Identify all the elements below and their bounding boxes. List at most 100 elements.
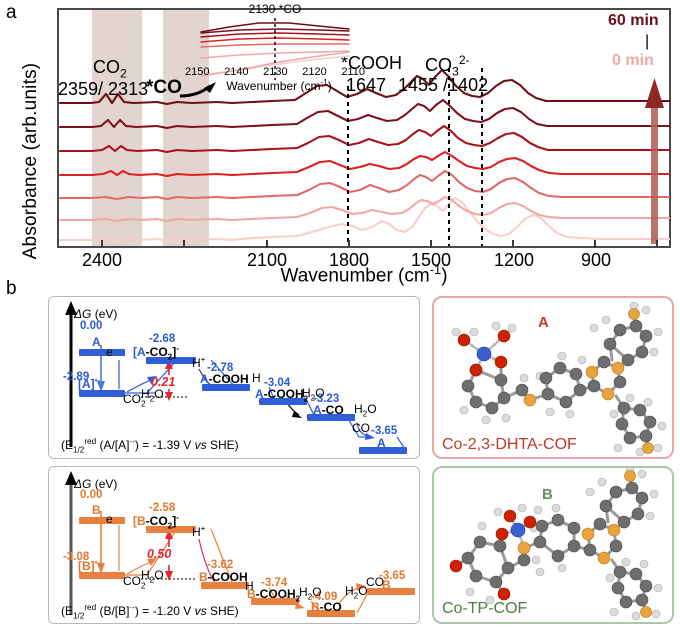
level-bar-B-CO2 bbox=[146, 526, 196, 533]
shaded-band-co2 bbox=[92, 10, 142, 246]
reagent-B-water-2: H2O bbox=[299, 585, 322, 602]
diagram-A-dG: ΔG bbox=[74, 307, 92, 321]
reagent-A-water-1: H2O bbox=[141, 387, 164, 404]
caption-A-pre: (E bbox=[61, 438, 73, 452]
x-tick-1500: 1500 bbox=[410, 250, 452, 270]
x-tick-2100: 2100 bbox=[246, 250, 288, 270]
species-A-CO: A-CO bbox=[313, 403, 344, 417]
caption-A-mid: (A/[A] bbox=[96, 438, 130, 452]
structure-B-molecule bbox=[449, 468, 663, 621]
panel-a-ftir-spectra: a Absorbance (arb.units) bbox=[0, 0, 680, 288]
value-B-365: -3.65 bbox=[379, 570, 406, 582]
level-bar-A-COOH bbox=[202, 384, 250, 391]
inset-tick-2110: 2110 bbox=[341, 66, 365, 78]
species-B-COOH2: B-COOH2 bbox=[247, 587, 301, 604]
reagent-A-co2: CO2 bbox=[123, 392, 146, 409]
caption-B-pre: (E bbox=[61, 604, 73, 618]
level-bar-B-start bbox=[79, 517, 125, 524]
level-bar-B-anion bbox=[79, 572, 125, 579]
anno-co2-label: CO2 bbox=[93, 57, 127, 81]
value-A-365: -3.65 bbox=[371, 425, 398, 437]
inset-tick-2130: 2130 bbox=[263, 66, 288, 78]
value-A-304: -3.04 bbox=[264, 377, 291, 389]
diagram-B-axis-title: ΔG (eV) bbox=[74, 477, 117, 491]
reagent-B-electron: e bbox=[106, 512, 113, 526]
reagent-B-proton: H+ bbox=[192, 524, 206, 539]
panel-b-energy-diagrams: b bbox=[0, 278, 680, 630]
value-B-409: -4.09 bbox=[311, 591, 338, 603]
x-axis-ticks bbox=[101, 240, 658, 248]
caption-B-mid: (B/[B] bbox=[96, 604, 130, 618]
species-B-anion: [B]•- bbox=[78, 558, 101, 573]
reagent-B-water-1: H2O bbox=[141, 568, 164, 585]
time-arrow-divider: | bbox=[645, 33, 650, 50]
reagent-A-electron: e bbox=[106, 345, 113, 359]
energy-diagram-B: ΔG (eV) 0.00 -3.08 -2.58 -3.62 -3.74 -4.… bbox=[48, 466, 420, 624]
level-bar-B-CO bbox=[307, 610, 355, 617]
diagram-A-units: (eV) bbox=[91, 307, 118, 321]
level-bar-A-COOH2 bbox=[259, 398, 307, 405]
structure-panel-A: Co-2,3-DHTA-COF A bbox=[432, 296, 674, 459]
caption-A-charge: ·- bbox=[129, 437, 135, 446]
level-bar-B-COOH2 bbox=[251, 598, 299, 605]
reagent-B-hydrogen: H bbox=[245, 579, 254, 593]
caption-A-post: ) = -1.39 V bbox=[134, 438, 195, 452]
value-B-374: -3.74 bbox=[261, 577, 288, 589]
species-B-end: B bbox=[382, 578, 391, 592]
caption-B-end: SHE) bbox=[206, 604, 239, 618]
species-B-COOH: B-COOH bbox=[199, 570, 248, 584]
anno-co3-label: CO32- bbox=[425, 53, 470, 79]
reagent-A-water-2: H2O bbox=[302, 386, 325, 403]
inset-tick-2140: 2140 bbox=[224, 66, 249, 78]
species-A-start: A bbox=[92, 335, 101, 349]
value-A-278: -2.78 bbox=[207, 362, 234, 374]
anno-cooh-value: 1647 bbox=[346, 75, 387, 95]
reagent-A-water-3: H2O bbox=[354, 402, 377, 419]
value-A-289: -2.89 bbox=[63, 371, 90, 383]
triazine-nitrogens bbox=[523, 308, 654, 454]
time-label-60min: 60 min bbox=[608, 12, 659, 29]
species-A-anion: [A]•- bbox=[78, 376, 101, 391]
species-A-end: A bbox=[377, 436, 386, 450]
anno-co3-values: 1455 /1402 bbox=[398, 75, 489, 95]
diagram-B-units: (eV) bbox=[91, 477, 118, 491]
anno-cooh-label: *COOH bbox=[341, 53, 403, 73]
panel-a-label: a bbox=[6, 2, 17, 23]
species-A-CO2-adduct: [A-CO2]- bbox=[133, 344, 179, 362]
co-pointer-arrow bbox=[179, 82, 216, 98]
reagent-A-hydrogen: H bbox=[252, 371, 261, 385]
reagent-A-proton: H+ bbox=[192, 355, 206, 370]
species-B-CO2-adduct: [B-CO2]- bbox=[133, 513, 179, 531]
level-bar-A-anion bbox=[79, 390, 125, 397]
x-tick-1200: 1200 bbox=[493, 250, 535, 270]
structure-panel-B: Co-TP-COF B bbox=[432, 466, 674, 624]
diagram-A-axis-title: ΔG (eV) bbox=[74, 307, 117, 321]
structure-A-badge: A bbox=[538, 314, 549, 331]
level-bar-A-end bbox=[359, 447, 407, 454]
barrier-B: 0.50 bbox=[147, 547, 172, 561]
inset-x-axis-label: Wavenumber (cm-1) bbox=[226, 78, 332, 93]
value-A-268: -2.68 bbox=[149, 333, 176, 345]
structure-B-badge: B bbox=[542, 486, 553, 503]
level-bar-B-COOH bbox=[201, 582, 249, 589]
time-label-0min: 0 min bbox=[612, 52, 654, 69]
caption-A-sup: red bbox=[84, 437, 97, 446]
caption-A-vs: vs bbox=[194, 438, 207, 452]
level-bar-A-CO2 bbox=[146, 357, 196, 364]
x-tick-2400: 2400 bbox=[81, 250, 123, 270]
panel-a-x-axis-label: Wavenumber (cm-1) bbox=[280, 262, 448, 287]
level-bar-A-start bbox=[79, 349, 125, 356]
caption-B-vs: vs bbox=[194, 604, 207, 618]
value-B-258: -2.58 bbox=[149, 502, 176, 514]
x-tick-900: 900 bbox=[580, 250, 612, 270]
value-A-0: 0.00 bbox=[80, 320, 103, 332]
spectra-plot-frame bbox=[57, 8, 671, 248]
cobalt-center-B bbox=[510, 522, 526, 538]
caption-A: (E1/2red (A/[A]·-) = -1.39 V vs SHE) bbox=[61, 437, 239, 454]
anno-co-label: *CO bbox=[146, 77, 182, 98]
species-B-CO: B-CO bbox=[311, 600, 342, 614]
level-bar-B-end bbox=[367, 588, 415, 595]
barrier-A: 0.21 bbox=[151, 375, 176, 389]
panel-b-label: b bbox=[6, 278, 17, 299]
inset-tick-2120: 2120 bbox=[302, 66, 327, 78]
